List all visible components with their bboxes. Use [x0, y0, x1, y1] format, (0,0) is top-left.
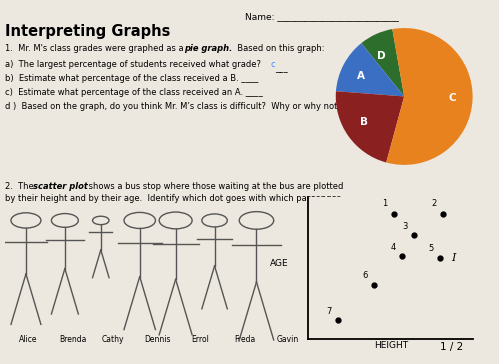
Wedge shape: [336, 91, 404, 162]
Text: Freda: Freda: [235, 335, 255, 344]
Text: 1 / 2: 1 / 2: [440, 342, 463, 352]
Text: 1.  Mr. M's class grades were graphed as a: 1. Mr. M's class grades were graphed as …: [5, 44, 186, 53]
Text: D: D: [377, 51, 386, 61]
Text: c)  Estimate what percentage of the class received an A. ____: c) Estimate what percentage of the class…: [5, 88, 263, 97]
Text: Based on this graph:: Based on this graph:: [232, 44, 324, 53]
Text: Dennis: Dennis: [145, 335, 171, 344]
X-axis label: HEIGHT: HEIGHT: [374, 341, 408, 350]
Text: 2: 2: [432, 199, 437, 208]
Text: scatter plot: scatter plot: [33, 182, 88, 191]
Text: 3: 3: [402, 222, 407, 231]
Text: ___: ___: [275, 64, 288, 73]
Text: 2.  The: 2. The: [5, 182, 36, 191]
Text: 1: 1: [382, 199, 387, 208]
Text: d )  Based on the graph, do you think Mr. M’s class is difficult?  Why or why no: d ) Based on the graph, do you think Mr.…: [5, 102, 342, 111]
Text: B: B: [360, 117, 368, 127]
Text: Brenda: Brenda: [59, 335, 87, 344]
Text: 5: 5: [428, 244, 434, 253]
Text: 6: 6: [362, 271, 368, 280]
Wedge shape: [361, 29, 404, 96]
Text: Alice: Alice: [19, 335, 37, 344]
Text: 4: 4: [390, 243, 396, 252]
Text: b)  Estimate what percentage of the class received a B. ____: b) Estimate what percentage of the class…: [5, 74, 258, 83]
Text: Cathy: Cathy: [102, 335, 124, 344]
Y-axis label: AGE: AGE: [270, 258, 288, 268]
Wedge shape: [386, 28, 473, 165]
Text: c: c: [271, 60, 275, 69]
Text: Name: ___________________________: Name: ___________________________: [245, 12, 399, 21]
Text: Errol: Errol: [191, 335, 209, 344]
Text: pie graph.: pie graph.: [184, 44, 232, 53]
Text: 7: 7: [326, 307, 331, 316]
Text: Interpreting Graphs: Interpreting Graphs: [5, 24, 170, 39]
Text: a)  The largest percentage of students received what grade?: a) The largest percentage of students re…: [5, 60, 261, 69]
Text: I: I: [451, 253, 456, 262]
Text: Gavin: Gavin: [277, 335, 299, 344]
Wedge shape: [336, 43, 404, 96]
Text: shows a bus stop where those waiting at the bus are plotted: shows a bus stop where those waiting at …: [86, 182, 343, 191]
Text: A: A: [357, 71, 365, 81]
Text: C: C: [449, 94, 456, 103]
Text: by their height and by their age.  Identify which dot goes with which passenger.: by their height and by their age. Identi…: [5, 194, 342, 203]
